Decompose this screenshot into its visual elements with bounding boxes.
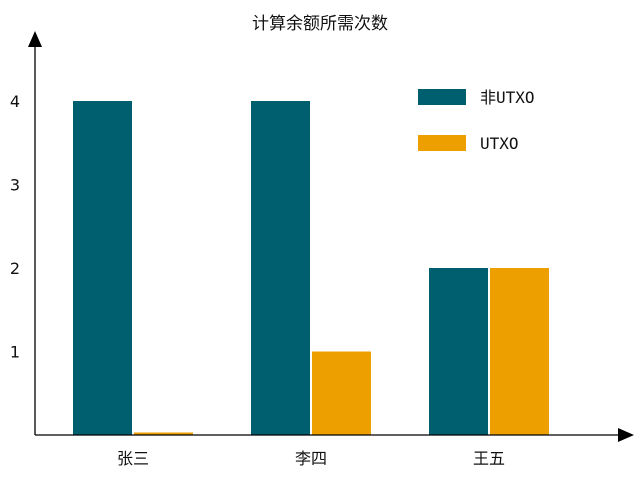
bar-series1-2 [429, 268, 488, 435]
y-tick-label: 4 [10, 92, 20, 111]
bar-series1-1 [251, 101, 310, 435]
bar-series2-0 [134, 432, 193, 435]
bar-series1-0 [73, 101, 132, 435]
y-tick-label: 3 [10, 176, 20, 195]
legend-swatch [418, 135, 466, 151]
x-axis-arrow [618, 428, 634, 442]
legend: 非UTXO UTXO [418, 88, 535, 153]
y-tick-labels: 1 2 3 4 [10, 92, 20, 362]
x-category-labels: 张三 李四 王五 [117, 449, 505, 468]
legend-label: UTXO [480, 134, 519, 153]
y-axis-arrow [28, 31, 42, 47]
y-tick-label: 1 [10, 343, 20, 362]
y-tick-label: 2 [10, 259, 20, 278]
chart-title: 计算余额所需次数 [252, 14, 388, 34]
x-category-label: 张三 [117, 449, 149, 468]
legend-label: 非UTXO [480, 88, 535, 107]
bar-series2-2 [490, 268, 549, 435]
x-category-label: 李四 [295, 449, 327, 468]
x-category-label: 王五 [473, 449, 505, 468]
bars-group [73, 101, 549, 435]
bar-series2-1 [312, 351, 371, 435]
legend-swatch [418, 89, 466, 105]
